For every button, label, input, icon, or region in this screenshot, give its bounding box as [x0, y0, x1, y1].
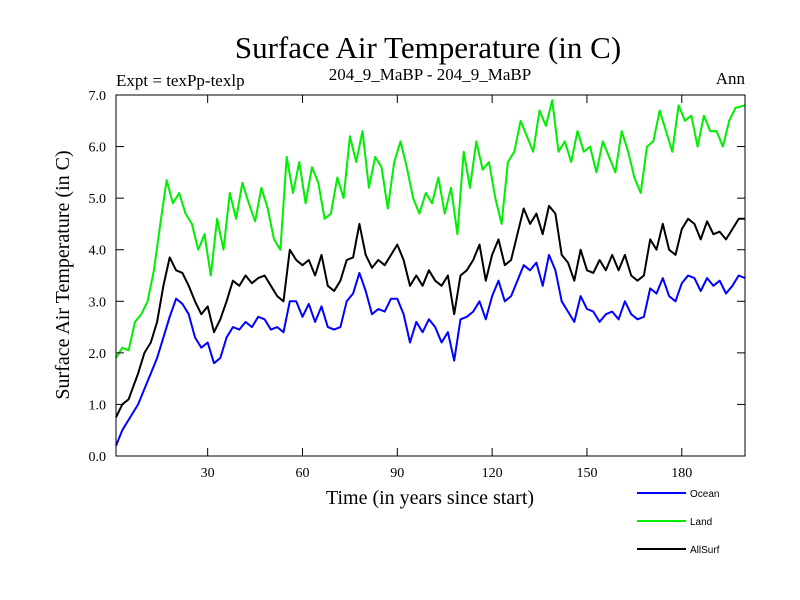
series-group [115, 99, 746, 447]
legend-label-land: Land [690, 517, 712, 528]
chart-title: Surface Air Temperature (in C) [235, 30, 621, 65]
y-tick-label: 7.0 [89, 89, 107, 104]
x-tick-label: 60 [295, 466, 309, 481]
y-axis-label: Surface Air Temperature (in C) [52, 150, 74, 399]
case-label: 204_9_MaBP - 204_9_MaBP [329, 65, 531, 84]
y-tick-label: 0.0 [89, 450, 107, 465]
legend: Ocean Land AllSurf [637, 489, 720, 556]
x-axis-label: Time (in years since start) [326, 487, 534, 509]
x-tick-label: 180 [671, 466, 692, 481]
x-tick-label: 90 [390, 466, 404, 481]
series-line-land [115, 99, 746, 359]
y-tick-label: 4.0 [89, 244, 107, 259]
y-tick-label: 6.0 [89, 141, 107, 156]
expt-label: Expt = texPp-texlp [116, 71, 245, 90]
x-tick-label: 30 [201, 466, 215, 481]
ticks-group: 0.0 1.0 2.0 3.0 4.0 5.0 6.0 7.0 30 60 90 120 150 180 [89, 89, 745, 481]
y-tick-label: 5.0 [89, 192, 107, 207]
plot-frame [115, 94, 746, 457]
series-line-allsurf [115, 204, 745, 418]
legend-label-allsurf: AllSurf [690, 545, 720, 556]
period-label: Ann [716, 69, 746, 88]
y-tick-label: 1.0 [89, 398, 107, 413]
x-tick-label: 150 [576, 466, 597, 481]
series-line-ocean [115, 253, 746, 447]
y-tick-label: 3.0 [89, 295, 107, 310]
x-tick-label: 120 [482, 466, 503, 481]
y-tick-label: 2.0 [89, 347, 107, 362]
legend-label-ocean: Ocean [690, 489, 719, 500]
